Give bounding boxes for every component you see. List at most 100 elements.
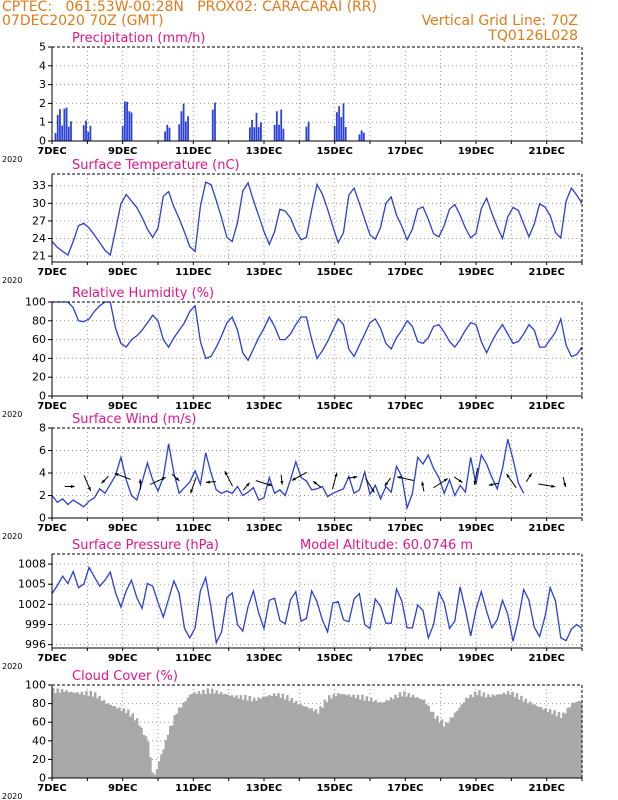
cloud-bar xyxy=(493,695,497,778)
precip-bar xyxy=(128,111,131,141)
cloud-bar xyxy=(222,694,225,778)
cloud-bar xyxy=(211,688,214,778)
precip-bar xyxy=(184,121,187,141)
cloud-bar xyxy=(199,694,203,778)
cloud-bar xyxy=(283,699,287,778)
cloud-bar xyxy=(370,697,373,778)
precip-bar xyxy=(211,109,214,141)
cloud-bar xyxy=(171,725,174,778)
cloud-bar xyxy=(116,708,119,778)
temp-title: Surface Temperature (nC) xyxy=(72,158,240,173)
cloud-bar xyxy=(423,699,426,778)
cloud-bar xyxy=(78,694,82,778)
cloud-bar xyxy=(277,693,280,778)
cloud-bar xyxy=(453,712,457,778)
wind-xtick-label: 7DEC xyxy=(37,523,66,534)
precip-ytick-label: 2 xyxy=(39,97,46,110)
precip-bar xyxy=(85,120,87,141)
precip-bar xyxy=(82,125,85,141)
wind-title: Surface Wind (m/s) xyxy=(72,412,196,427)
wind-arrowhead xyxy=(190,489,194,494)
cloud-bar xyxy=(478,690,481,778)
cloud-bar xyxy=(259,698,263,778)
precip-bar xyxy=(121,125,124,141)
precip-bar xyxy=(63,108,66,141)
pres-xtick-label: 21DEC xyxy=(528,653,564,664)
precip-bar xyxy=(130,112,133,141)
cloud-bar xyxy=(301,705,305,778)
cloud-bar xyxy=(542,709,545,778)
cloud-bar xyxy=(248,695,252,778)
wind-arrowhead xyxy=(506,473,510,478)
precip-bar xyxy=(251,119,253,141)
cloud-bar xyxy=(100,700,104,778)
cloud-xtick-label: 11DEC xyxy=(175,783,211,794)
cloud-bar xyxy=(91,696,95,778)
cloud-bar xyxy=(144,736,148,778)
cloud-bar xyxy=(447,723,450,778)
cloud-bar xyxy=(153,774,157,778)
cloud-ytick-label: 100 xyxy=(25,679,46,692)
cloud-bar xyxy=(107,703,110,778)
wind-ytick-label: 4 xyxy=(39,467,46,480)
cloud-bar xyxy=(138,725,141,778)
rh-xtick-label: 13DEC xyxy=(246,401,282,412)
cloud-bar xyxy=(188,694,192,778)
cloud-bar xyxy=(403,691,406,778)
cloud-bar xyxy=(155,769,159,778)
pres-panel: 996 999 1002 1005 1008 7DEC 9DEC 11DEC 13DEC 15DE… xyxy=(2,538,583,671)
precip-bar xyxy=(307,121,310,141)
temp-panel: 21 24 27 30 33 7DEC 9DEC 11DEC 13DEC 15DEC 17DEC 19… xyxy=(2,158,583,285)
cloud-bar xyxy=(142,734,146,778)
rh-xtick-label: 11DEC xyxy=(175,401,211,412)
wind-arrowhead xyxy=(224,471,228,475)
cloud-bar xyxy=(237,698,241,778)
wind-panel: 0 2 4 6 8 7DEC 9DEC 11DEC 13DEC 15DEC 17DEC 19DEC 21… xyxy=(2,412,583,541)
cloud-bar xyxy=(524,698,528,778)
cloud-bar xyxy=(193,692,196,778)
cloud-bar xyxy=(405,696,408,778)
cloud-bar xyxy=(87,695,90,778)
cloud-bar xyxy=(445,722,448,778)
precip-ytick-label: 1 xyxy=(39,116,46,129)
cloud-bar xyxy=(480,696,483,778)
cloud-bar xyxy=(400,696,404,778)
cloud-title: Cloud Cover (%) xyxy=(72,669,178,684)
cloud-bar xyxy=(495,694,499,778)
cloud-bar xyxy=(332,694,335,778)
cloud-bar xyxy=(374,700,377,778)
cloud-bar xyxy=(319,706,322,778)
cloud-bar xyxy=(279,697,282,778)
cloud-bar xyxy=(206,688,210,778)
cloud-bar xyxy=(520,695,523,778)
cloud-bar xyxy=(89,690,93,778)
cloud-bar xyxy=(436,715,439,778)
cloud-bar xyxy=(67,692,70,778)
cloud-bar xyxy=(255,700,258,778)
precip-bar xyxy=(54,133,57,141)
cloud-bar xyxy=(146,741,150,778)
precip-bar xyxy=(56,114,59,141)
cloud-xtick-label: 21DEC xyxy=(528,783,564,794)
temp-xtick-label: 17DEC xyxy=(387,267,423,278)
cloud-bar xyxy=(177,707,181,778)
cloud-bar xyxy=(420,699,424,778)
wind-arrowhead xyxy=(528,473,532,478)
precip-bar xyxy=(168,127,171,141)
cloud-bar xyxy=(469,694,472,778)
cloud-bar xyxy=(579,701,583,778)
cloud-bar xyxy=(82,694,86,778)
cloud-bar xyxy=(564,713,567,778)
rh-panel: 0 20 40 60 80 100 7DEC 9DEC 11DEC 13DEC 15DEC 17DEC… xyxy=(2,286,583,419)
pres-ytick-label: 996 xyxy=(25,638,46,651)
cloud-bar xyxy=(98,696,101,778)
header-grid-line: Vertical Grid Line: 70Z xyxy=(421,13,578,29)
wind-xtick-label: 17DEC xyxy=(387,523,423,534)
cloud-bar xyxy=(504,694,508,778)
cloud-bar xyxy=(484,697,488,778)
wind-arrowhead xyxy=(443,478,448,482)
cloud-bar xyxy=(511,691,514,778)
pres-xtick-label: 7DEC xyxy=(37,653,66,664)
rh-ytick-label: 60 xyxy=(32,333,46,346)
wind-arrowhead xyxy=(384,482,389,486)
